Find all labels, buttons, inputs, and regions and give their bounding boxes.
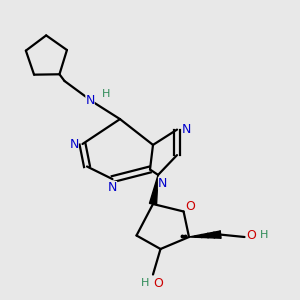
Text: N: N <box>182 123 191 136</box>
Text: N: N <box>108 181 117 194</box>
Text: O: O <box>185 200 195 213</box>
Text: H: H <box>141 278 150 289</box>
Text: O: O <box>154 277 163 290</box>
Text: H: H <box>260 230 268 241</box>
Text: N: N <box>69 137 79 151</box>
Polygon shape <box>189 231 221 238</box>
Text: H: H <box>101 88 110 99</box>
Text: N: N <box>85 94 95 107</box>
Text: O: O <box>246 229 256 242</box>
Polygon shape <box>149 175 158 205</box>
Text: N: N <box>158 177 167 190</box>
